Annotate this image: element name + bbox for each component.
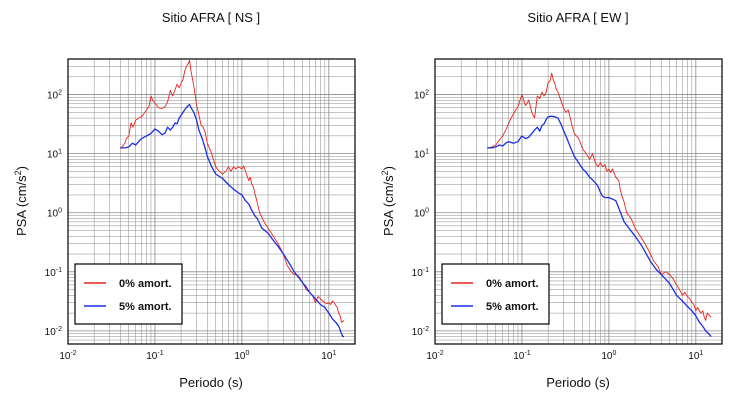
x-tick-label: 10-2: [59, 350, 76, 362]
series-line-damped: [120, 103, 345, 338]
legend: 0% amort. 5% amort.: [74, 263, 183, 325]
y-tick-label: 102: [47, 90, 62, 102]
plot-frame: [434, 58, 723, 345]
x-tick-label: 10-1: [146, 350, 163, 362]
chart-panel-ew: Sitio AFRA [ EW ] 10-2 10-1 100 101 10-2 10-1…: [380, 10, 723, 390]
legend: 0% amort. 5% amort.: [441, 263, 550, 325]
x-axis-label: Periodo (s): [546, 375, 610, 390]
legend-label: 0% amort.: [486, 278, 539, 290]
series-line-damped: [487, 115, 712, 338]
y-axis-label: PSA (cm/s2): [13, 166, 29, 236]
y-tick-label: 101: [414, 149, 429, 161]
chart-title: Sitio AFRA [ EW ]: [527, 10, 628, 25]
y-tick-label: 100: [414, 208, 429, 220]
x-tick-label: 10-1: [513, 350, 530, 362]
plot-area: 10-2 10-1 100 101 10-2 10-1 100 101 102 0% amort.…: [45, 58, 356, 362]
chart-panel-ns: Sitio AFRA [ NS ] 10-2 10-1 100 101 10-2 10-1…: [13, 10, 356, 390]
plot-area: 10-2 10-1 100 101 10-2 10-1 100 101 102 0% amort.…: [412, 58, 723, 362]
legend-box: [441, 263, 550, 325]
plot-frame: [67, 58, 356, 345]
x-tick-label: 10-2: [426, 350, 443, 362]
y-tick-label: 10-1: [45, 267, 62, 279]
legend-box: [74, 263, 183, 325]
x-tick-label: 100: [601, 350, 616, 362]
legend-label: 5% amort.: [486, 301, 539, 313]
y-tick-label: 101: [47, 149, 62, 161]
y-tick-label: 102: [414, 90, 429, 102]
y-tick-label: 100: [47, 208, 62, 220]
x-tick-label: 100: [234, 350, 249, 362]
y-tick-label: 10-2: [412, 326, 429, 338]
y-tick-label: 10-2: [45, 326, 62, 338]
x-tick-label: 101: [688, 350, 703, 362]
legend-label: 0% amort.: [119, 278, 172, 290]
legend-label: 5% amort.: [119, 301, 172, 313]
x-axis-label: Periodo (s): [179, 375, 243, 390]
x-tick-label: 101: [321, 350, 336, 362]
series-line-undamped: [487, 72, 712, 321]
y-axis-label: PSA (cm/s2): [380, 166, 396, 236]
y-tick-label: 10-1: [412, 267, 429, 279]
chart-title: Sitio AFRA [ NS ]: [162, 10, 260, 25]
